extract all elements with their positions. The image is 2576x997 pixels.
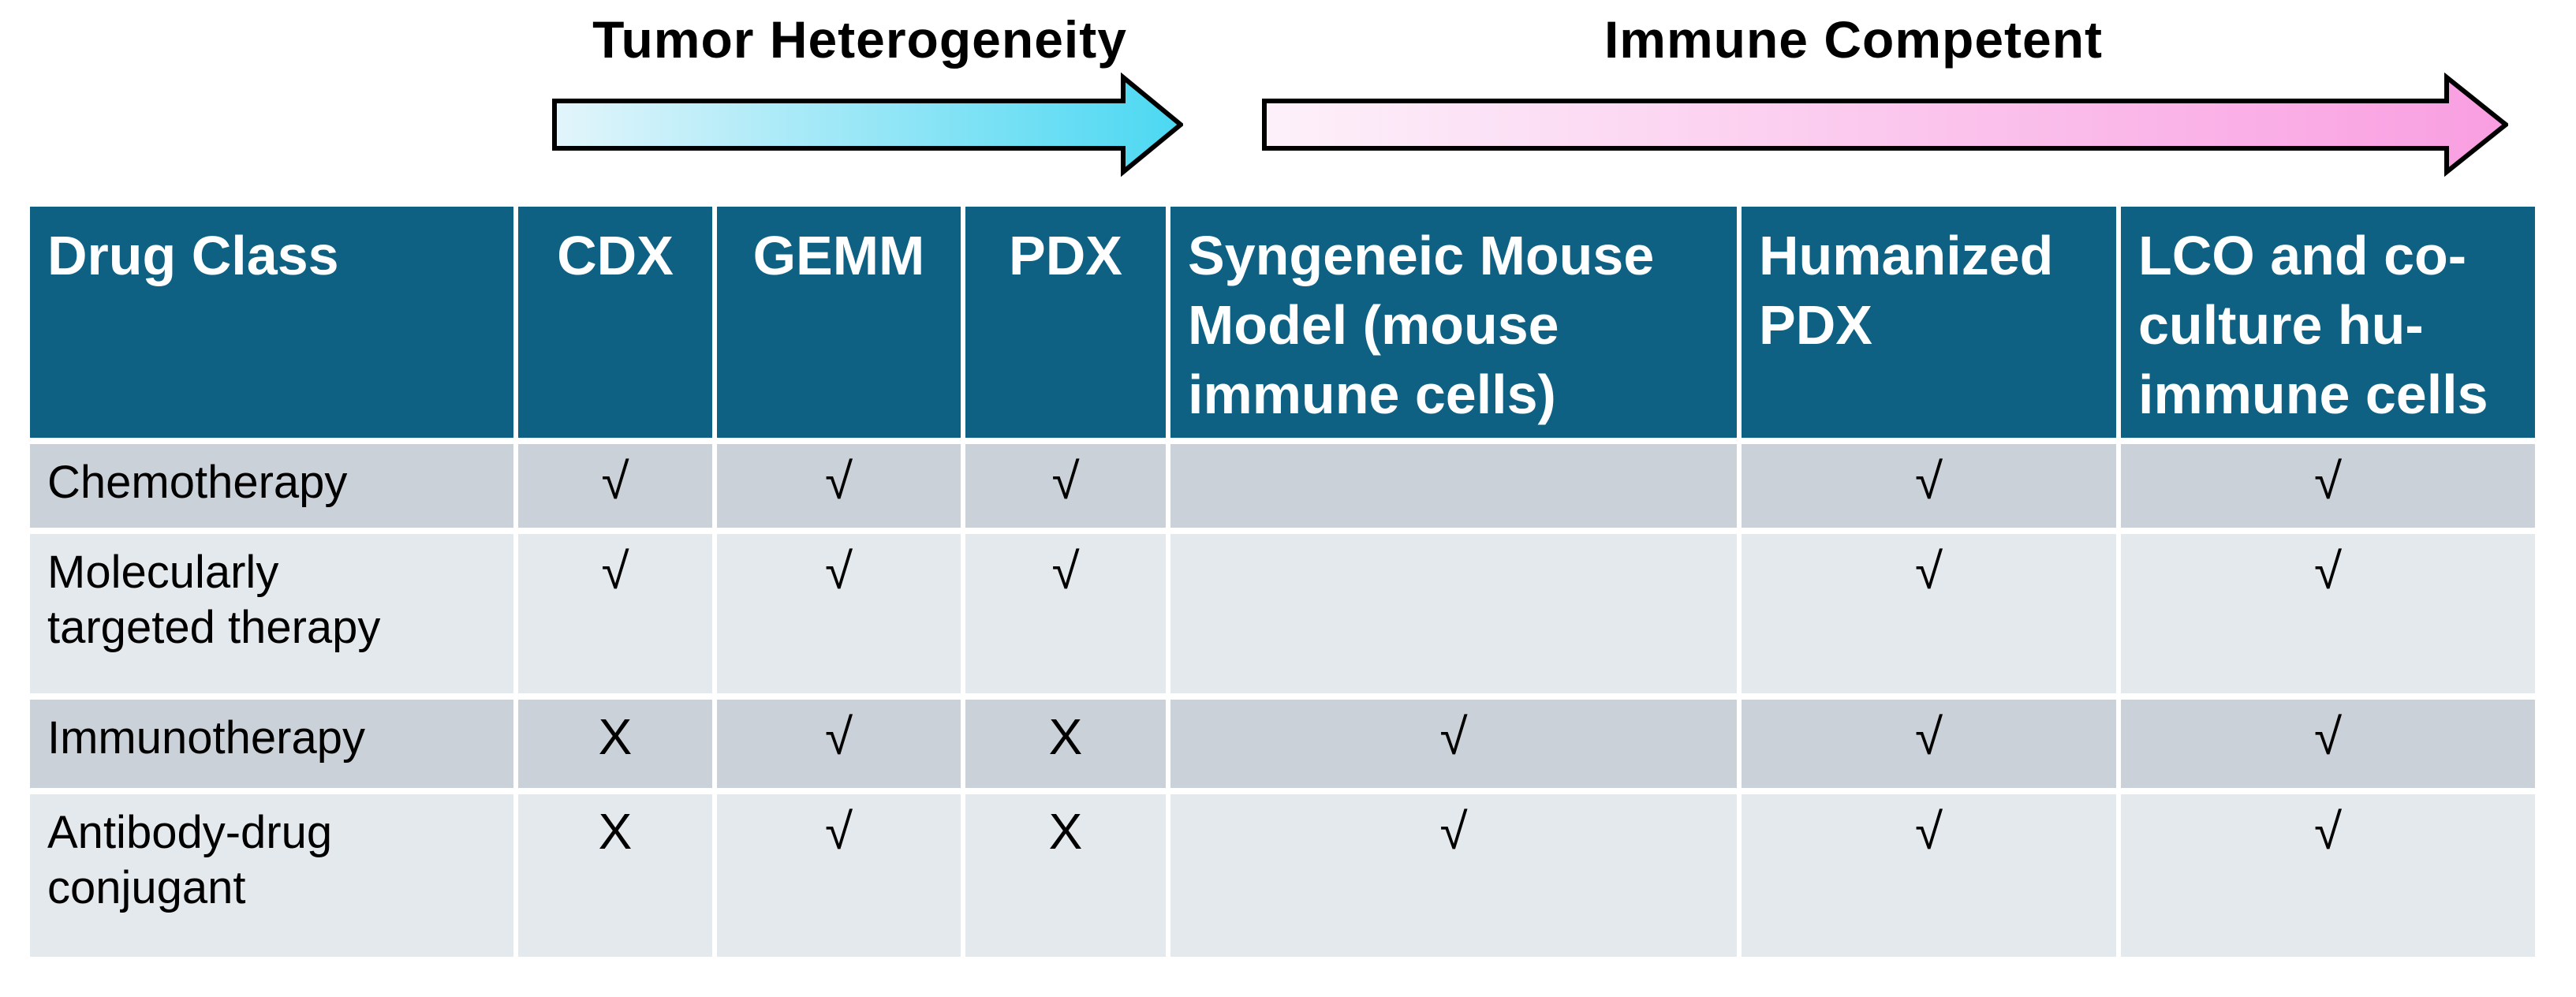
table-cell: √ <box>2121 533 2535 693</box>
row-label-immunotherapy: Immunotherapy <box>30 699 513 788</box>
column-header-humanized-pdx: Humanized PDX <box>1742 207 2116 438</box>
column-header-syngeneic: Syngeneic Mouse Model (mouse immune cell… <box>1170 207 1737 438</box>
immune-arrow-shape <box>1262 73 2508 177</box>
tumor-arrow-shape <box>552 73 1183 177</box>
table-cell: √ <box>717 533 961 693</box>
table-cell: √ <box>965 533 1166 693</box>
table-cell: √ <box>1742 533 2116 693</box>
table-header-row: Drug Class CDX GEMM PDX Syngeneic Mouse … <box>30 207 2535 438</box>
table-cell: √ <box>518 533 712 693</box>
table-cell: X <box>965 699 1166 788</box>
table-cell: X <box>965 793 1166 957</box>
column-header-cdx: CDX <box>518 207 712 438</box>
column-header-drug-class: Drug Class <box>30 207 513 438</box>
table-cell: √ <box>1742 443 2116 528</box>
table-cell: √ <box>717 699 961 788</box>
column-header-lco: LCO and co-culture hu-immune cells <box>2121 207 2535 438</box>
column-header-gemm: GEMM <box>717 207 961 438</box>
column-header-pdx: PDX <box>965 207 1166 438</box>
tumor-heterogeneity-arrow <box>552 73 1183 177</box>
table-cell: √ <box>1170 793 1737 957</box>
table-row: Antibody-drug conjugant X √ X √ √ √ <box>30 793 2535 957</box>
row-label-antibody-drug-conjugant: Antibody-drug conjugant <box>30 793 513 957</box>
table-cell: √ <box>2121 443 2535 528</box>
table-cell: √ <box>1170 699 1737 788</box>
immune-competent-label: Immune Competent <box>1603 10 2104 69</box>
table-cell <box>1170 533 1737 693</box>
table-row: Molecularly targeted therapy √ √ √ √ √ <box>30 533 2535 693</box>
table-cell: √ <box>1742 793 2116 957</box>
row-label-molecularly-targeted: Molecularly targeted therapy <box>30 533 513 693</box>
table-cell: X <box>518 793 712 957</box>
table-cell: √ <box>2121 699 2535 788</box>
table-cell: √ <box>2121 793 2535 957</box>
table-row: Immunotherapy X √ X √ √ √ <box>30 699 2535 788</box>
table-cell: X <box>518 699 712 788</box>
table-cell: √ <box>717 443 961 528</box>
table-cell: √ <box>1742 699 2116 788</box>
tumor-heterogeneity-label: Tumor Heterogeneity <box>592 10 1127 69</box>
row-label-chemotherapy: Chemotherapy <box>30 443 513 528</box>
table-cell: √ <box>965 443 1166 528</box>
table-cell: √ <box>717 793 961 957</box>
table-cell: √ <box>518 443 712 528</box>
table-row: Chemotherapy √ √ √ √ √ <box>30 443 2535 528</box>
table-cell <box>1170 443 1737 528</box>
drug-class-model-table: Drug Class CDX GEMM PDX Syngeneic Mouse … <box>25 200 2540 963</box>
immune-competent-arrow <box>1262 73 2508 177</box>
